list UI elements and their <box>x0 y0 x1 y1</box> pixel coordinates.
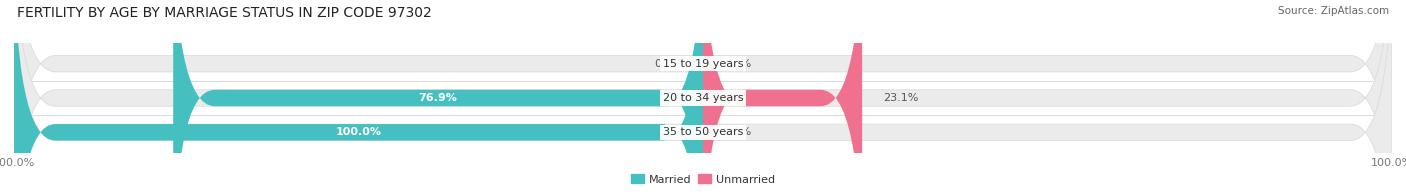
Text: 100.0%: 100.0% <box>336 127 381 137</box>
Text: 0.0%: 0.0% <box>654 59 682 69</box>
Text: 0.0%: 0.0% <box>724 59 752 69</box>
Text: 20 to 34 years: 20 to 34 years <box>662 93 744 103</box>
FancyBboxPatch shape <box>14 0 1392 196</box>
Text: FERTILITY BY AGE BY MARRIAGE STATUS IN ZIP CODE 97302: FERTILITY BY AGE BY MARRIAGE STATUS IN Z… <box>17 6 432 20</box>
FancyBboxPatch shape <box>14 0 1392 196</box>
Text: 76.9%: 76.9% <box>419 93 457 103</box>
FancyBboxPatch shape <box>173 0 703 196</box>
Legend: Married, Unmarried: Married, Unmarried <box>627 170 779 189</box>
FancyBboxPatch shape <box>703 0 862 196</box>
FancyBboxPatch shape <box>14 0 1392 196</box>
Text: 35 to 50 years: 35 to 50 years <box>662 127 744 137</box>
Text: 15 to 19 years: 15 to 19 years <box>662 59 744 69</box>
FancyBboxPatch shape <box>14 0 703 196</box>
Text: 0.0%: 0.0% <box>724 127 752 137</box>
Text: 23.1%: 23.1% <box>883 93 918 103</box>
Text: Source: ZipAtlas.com: Source: ZipAtlas.com <box>1278 6 1389 16</box>
